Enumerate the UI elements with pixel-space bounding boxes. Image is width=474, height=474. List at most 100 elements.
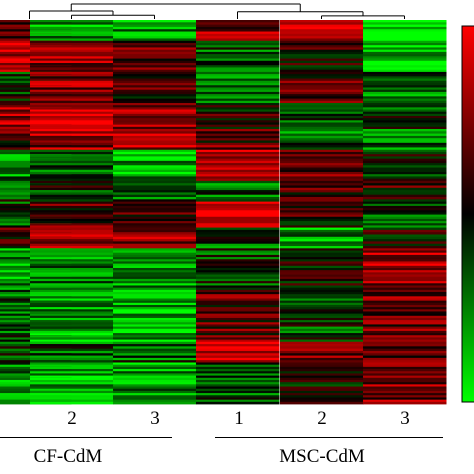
heatmap-cell — [30, 190, 114, 193]
heatmap-cell — [363, 91, 447, 95]
heatmap-cell — [196, 353, 280, 356]
heatmap-cell — [280, 147, 364, 151]
heatmap-cell — [30, 300, 114, 304]
group-label-msc-cdm: MSC-CdM — [279, 446, 365, 467]
heatmap-cell — [30, 210, 114, 213]
heatmap-cell — [196, 83, 280, 86]
heatmap-cell — [196, 38, 280, 42]
heatmap-cell — [363, 252, 447, 256]
heatmap-cell — [196, 24, 280, 28]
heatmap-cell — [363, 373, 447, 376]
heatmap-cell — [30, 322, 114, 325]
heatmap-cell — [363, 346, 447, 350]
heatmap-cell — [113, 40, 197, 44]
heatmap-cell — [280, 51, 364, 55]
heatmap-cell — [30, 58, 114, 62]
heatmap-cell — [30, 397, 114, 401]
heatmap-cell — [363, 218, 447, 222]
heatmap-cell — [363, 353, 447, 356]
heatmap-cell — [280, 20, 364, 23]
heatmap-cell — [280, 401, 364, 405]
heatmap-cell — [363, 379, 447, 383]
heatmap-cell — [30, 388, 114, 392]
heatmap-cell — [196, 344, 280, 347]
heatmap-cell — [196, 300, 280, 304]
heatmap-cell — [113, 178, 197, 182]
heatmap-cell — [363, 171, 447, 175]
heatmap-cell — [30, 239, 114, 242]
heatmap-cell — [113, 270, 197, 273]
heatmap-cell — [280, 167, 364, 171]
heatmap-cell — [30, 74, 114, 77]
heatmap-cell — [280, 201, 364, 205]
heatmap-cell — [196, 252, 280, 256]
heatmap-cell — [363, 40, 447, 44]
heatmap-cell — [196, 201, 280, 205]
heatmap-cell — [113, 395, 197, 398]
heatmap-cell — [113, 49, 197, 53]
heatmap-cell — [196, 393, 280, 396]
heatmap-cell — [113, 248, 197, 251]
heatmap-cell — [113, 263, 197, 267]
heatmap-cell — [113, 339, 197, 343]
heatmap-cell — [113, 276, 197, 280]
heatmap-cell — [30, 218, 114, 222]
heatmap-cell — [363, 330, 447, 334]
heatmap-cell — [363, 302, 447, 306]
heatmap-cell — [113, 116, 197, 119]
heatmap-cell — [113, 214, 197, 218]
heatmap-cell — [196, 270, 280, 273]
heatmap-cell — [363, 281, 447, 284]
heatmap-cell — [196, 91, 280, 95]
heatmap-cell — [363, 140, 447, 144]
heatmap-cell — [196, 67, 280, 71]
heatmap-cell — [196, 259, 280, 262]
heatmap-cell — [280, 315, 364, 319]
heatmap-cell — [113, 373, 197, 376]
heatmap-cell — [196, 375, 280, 379]
heatmap-cell — [280, 283, 364, 286]
heatmap-cell — [363, 298, 447, 302]
heatmap-cell — [30, 212, 114, 215]
heatmap-cell — [30, 38, 114, 42]
heatmap-cell — [363, 382, 447, 385]
heatmap-cell — [280, 165, 364, 168]
heatmap-cell — [196, 364, 280, 368]
heatmap-cell — [363, 341, 447, 345]
heatmap-cell — [363, 69, 447, 73]
heatmap-cell — [280, 138, 364, 141]
heatmap-cell — [363, 160, 447, 164]
heatmap-cell — [280, 317, 364, 321]
heatmap-cell — [113, 185, 197, 189]
heatmap-cell — [30, 109, 114, 113]
heatmap-cell — [280, 285, 364, 289]
heatmap-cell — [363, 67, 447, 71]
heatmap-cell — [30, 145, 114, 148]
heatmap-cell — [363, 315, 447, 319]
heatmap-cell — [113, 265, 197, 269]
heatmap-cell — [113, 151, 197, 155]
heatmap-cell — [196, 118, 280, 121]
heatmap-cell — [280, 346, 364, 350]
heatmap-cell — [280, 259, 364, 262]
heatmap-cell — [113, 328, 197, 332]
heatmap-cell — [113, 76, 197, 79]
heatmap-cell — [280, 22, 364, 26]
heatmap-cell — [30, 278, 114, 282]
heatmap-cell — [196, 212, 280, 215]
heatmap-cell — [30, 348, 114, 352]
heatmap-cell — [363, 366, 447, 370]
heatmap-cell — [363, 109, 447, 113]
heatmap-cell — [30, 116, 114, 119]
heatmap-cell — [280, 69, 364, 73]
heatmap-cell — [113, 317, 197, 321]
heatmap-cell — [363, 71, 447, 75]
heatmap-cell — [113, 33, 197, 37]
heatmap-cell — [363, 292, 447, 295]
heatmap-cell — [113, 304, 197, 308]
heatmap-cell — [113, 169, 197, 173]
heatmap-cell — [363, 142, 447, 146]
heatmap-cell — [280, 60, 364, 64]
heatmap-cell — [363, 393, 447, 396]
heatmap-cell — [363, 261, 447, 265]
